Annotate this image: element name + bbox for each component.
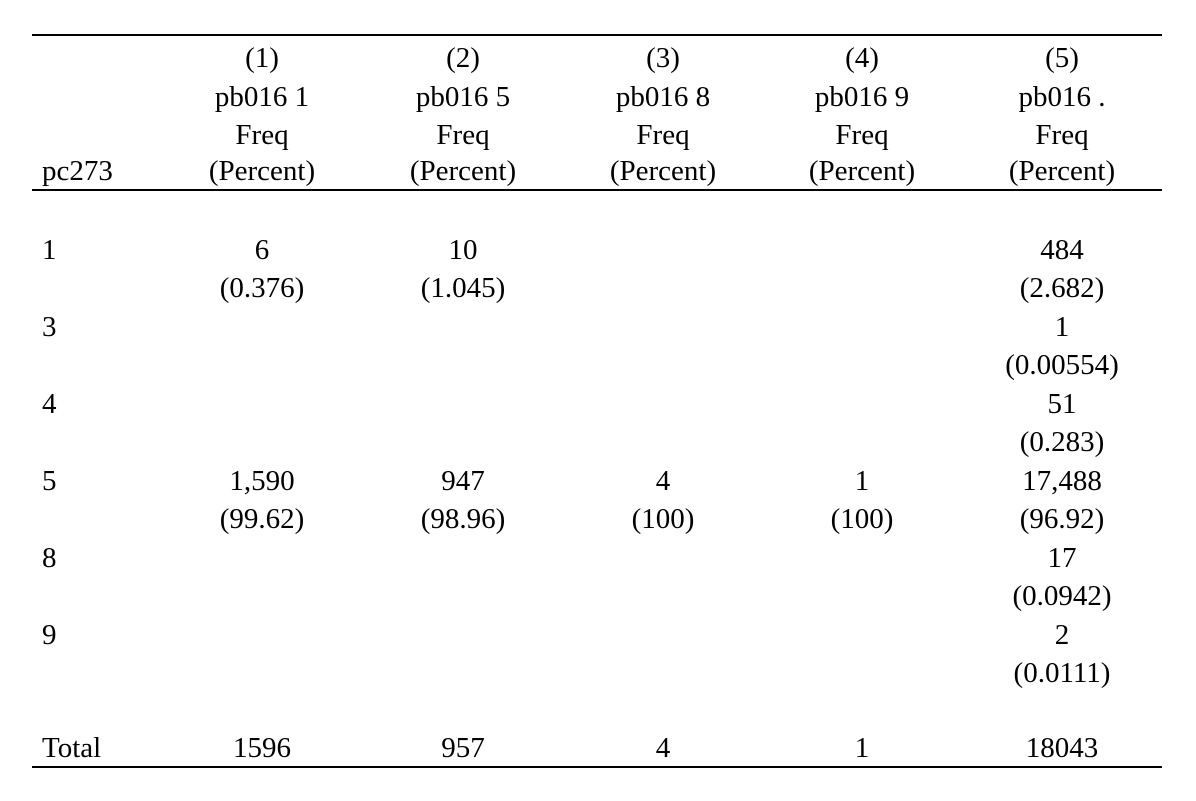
col-3-stat: Freq xyxy=(636,119,690,151)
percent-value: (2.682) xyxy=(1019,272,1105,304)
col-2-stat: Freq xyxy=(436,119,490,151)
col-1-number: (1) xyxy=(245,42,279,74)
freq-value: 17 xyxy=(1047,542,1077,574)
percent-value: (0.376) xyxy=(219,272,305,304)
percent-value: (100) xyxy=(830,503,894,535)
col-5-percent-label: (Percent) xyxy=(1008,155,1116,187)
percent-value: (100) xyxy=(631,503,695,535)
col-2-variable: pb016 5 xyxy=(415,81,511,113)
col-1-variable: pb016 1 xyxy=(214,81,310,113)
col-3-percent-label: (Percent) xyxy=(609,155,717,187)
total-value: 1 xyxy=(854,732,870,764)
freq-value: 2 xyxy=(1054,619,1070,651)
col-3-variable: pb016 8 xyxy=(615,81,711,113)
col-4-number: (4) xyxy=(845,42,879,74)
percent-value: (99.62) xyxy=(219,503,305,535)
percent-value: (96.92) xyxy=(1019,503,1105,535)
row-label: 3 xyxy=(42,311,57,343)
freq-value: 51 xyxy=(1047,388,1077,420)
col-1-stat: Freq xyxy=(235,119,289,151)
col-3-number: (3) xyxy=(646,42,680,74)
row-label: 1 xyxy=(42,234,57,266)
col-5-number: (5) xyxy=(1045,42,1079,74)
col-4-percent-label: (Percent) xyxy=(808,155,916,187)
freq-value: 1 xyxy=(854,465,870,497)
row-label: 4 xyxy=(42,388,57,420)
row-label: 5 xyxy=(42,465,57,497)
freq-value: 947 xyxy=(441,465,485,497)
total-label: Total xyxy=(42,732,102,764)
percent-value: (0.0942) xyxy=(1012,580,1112,612)
header-bottom-rule xyxy=(32,189,1162,191)
percent-value: (1.045) xyxy=(420,272,506,304)
total-value: 4 xyxy=(655,732,671,764)
col-4-stat: Freq xyxy=(835,119,889,151)
percent-value: (98.96) xyxy=(420,503,506,535)
freq-value: 6 xyxy=(254,234,270,266)
table-bottom-rule xyxy=(32,766,1162,768)
col-5-variable: pb016 . xyxy=(1018,81,1106,113)
table-top-rule xyxy=(32,34,1162,36)
total-value: 1596 xyxy=(233,732,291,764)
col-4-variable: pb016 9 xyxy=(814,81,910,113)
col-2-number: (2) xyxy=(446,42,480,74)
freq-value: 10 xyxy=(448,234,478,266)
col-5-stat: Freq xyxy=(1035,119,1089,151)
percent-value: (0.00554) xyxy=(1005,349,1119,381)
row-label: 8 xyxy=(42,542,57,574)
col-1-percent-label: (Percent) xyxy=(208,155,316,187)
row-label: 9 xyxy=(42,619,57,651)
freq-value: 1 xyxy=(1054,311,1070,343)
total-value: 18043 xyxy=(1025,732,1099,764)
freq-value: 1,590 xyxy=(229,465,295,497)
row-header-label: pc273 xyxy=(42,155,113,187)
percent-value: (0.0111) xyxy=(1013,657,1111,689)
freq-value: 4 xyxy=(655,465,671,497)
percent-value: (0.283) xyxy=(1019,426,1105,458)
total-value: 957 xyxy=(441,732,485,764)
col-2-percent-label: (Percent) xyxy=(409,155,517,187)
freq-value: 17,488 xyxy=(1022,465,1102,497)
freq-value: 484 xyxy=(1040,234,1084,266)
